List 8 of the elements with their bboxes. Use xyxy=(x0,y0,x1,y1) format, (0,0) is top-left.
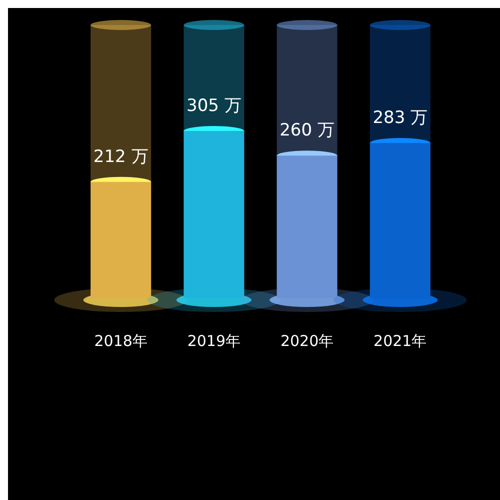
data-label: 260 万 xyxy=(280,120,334,141)
x-tick-label: 2019年 xyxy=(187,332,241,350)
data-label: 212 万 xyxy=(93,146,148,167)
x-tick-label: 2020年 xyxy=(280,332,334,350)
x-tick-label: 2018年 xyxy=(94,332,148,350)
data-label: 283 万 xyxy=(372,108,428,128)
data-label: 305 万 xyxy=(186,96,242,116)
x-tick-label: 2021年 xyxy=(374,332,427,350)
